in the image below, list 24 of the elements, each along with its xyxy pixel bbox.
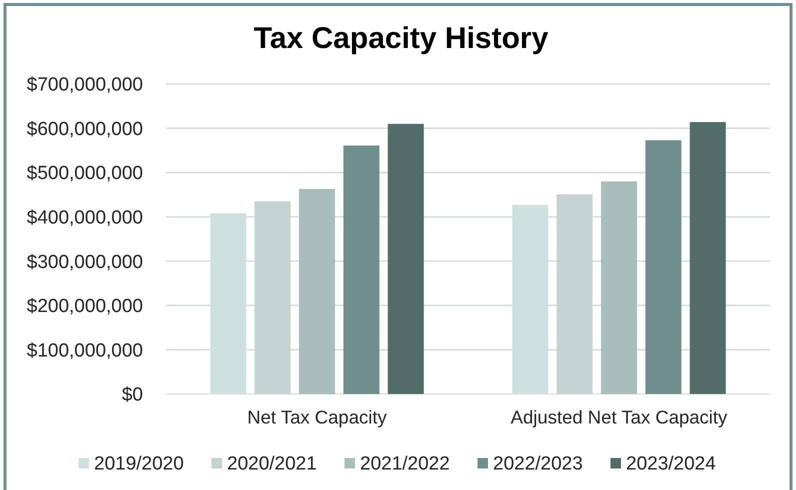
y-tick-label: $700,000,000 [26, 74, 143, 96]
y-tick-label: $400,000,000 [26, 208, 143, 229]
y-tick-label: $300,000,000 [26, 252, 143, 273]
bar [299, 188, 335, 394]
bar [645, 140, 682, 394]
y-tick-label: $500,000,000 [26, 163, 143, 184]
y-tick-label: $600,000,000 [26, 118, 143, 140]
legend-label: 2021/2022 [360, 454, 450, 475]
legend-label: 2023/2024 [626, 454, 716, 475]
x-tick-label: Adjusted Net Tax Capacity [510, 406, 728, 428]
bar [601, 181, 637, 394]
bar [254, 201, 291, 394]
y-tick-label: $200,000,000 [26, 296, 143, 318]
y-tick-label: $0 [122, 384, 143, 406]
legend-label: 2019/2020 [94, 454, 184, 475]
bar [690, 122, 726, 394]
bar [556, 194, 593, 394]
legend-label: 2020/2021 [227, 454, 317, 475]
chart-title: Tax Capacity History [254, 22, 549, 55]
legend-label: 2022/2023 [493, 454, 583, 475]
x-tick-label: Net Tax Capacity [247, 406, 388, 428]
bar [388, 124, 424, 394]
bar [343, 146, 380, 394]
y-tick-label: $100,000,000 [26, 340, 143, 362]
